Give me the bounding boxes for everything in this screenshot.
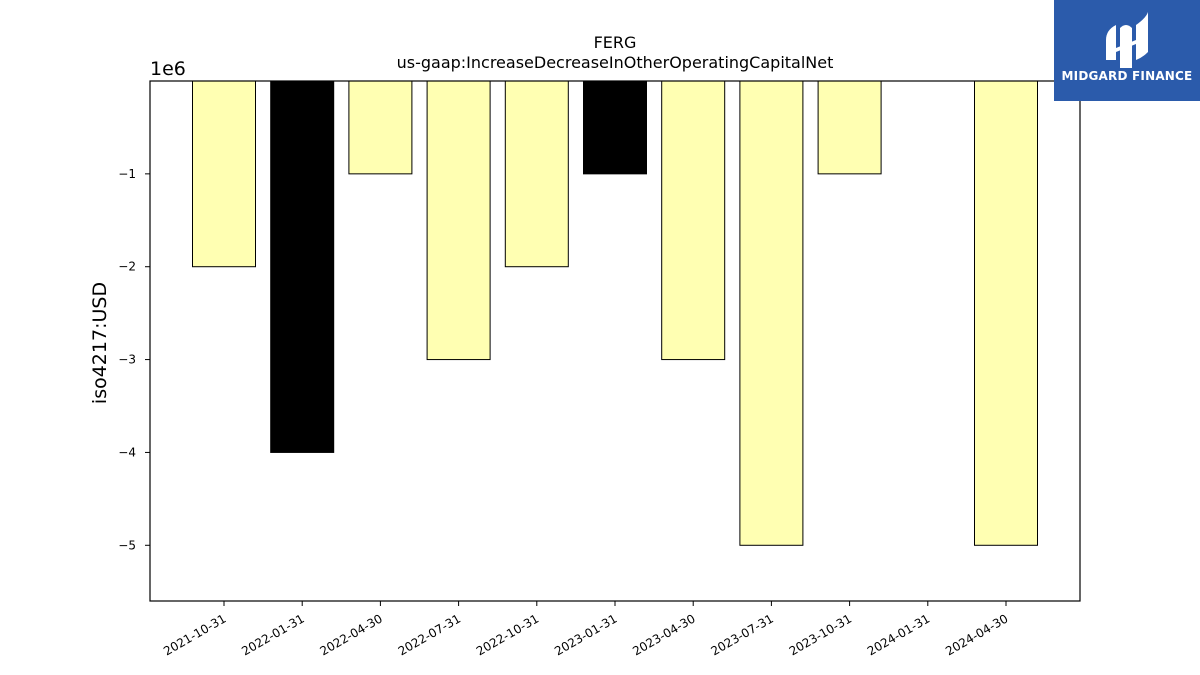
x-tick-label: 2022-04-30 [317, 611, 384, 658]
y-multiplier-label: 1e6 [150, 58, 186, 80]
y-tick-label: −2 [118, 260, 136, 274]
x-tick-label: 2023-10-31 [787, 611, 854, 658]
x-tick-label: 2022-01-31 [239, 611, 306, 658]
bar-2023-04-30 [661, 80, 726, 361]
bar-2023-07-31 [739, 80, 804, 546]
x-tick-label: 2024-04-30 [943, 611, 1010, 658]
bar-2022-04-30 [348, 80, 413, 175]
x-tick-label: 2024-01-31 [865, 611, 932, 658]
bar-2021-10-31 [192, 80, 256, 268]
bar-2023-01-31 [583, 80, 647, 175]
logo-text: MIDGARD FINANCE [1061, 69, 1193, 83]
x-tick-label: 2023-04-30 [630, 611, 697, 658]
x-tick-label: 2022-07-31 [396, 611, 463, 658]
bar-2024-04-30 [974, 80, 1038, 546]
y-tick-label: −4 [118, 445, 136, 459]
bar-2022-01-31 [270, 80, 335, 453]
brand-logo: MIDGARD FINANCE [1054, 0, 1200, 101]
bar-2022-07-31 [426, 80, 491, 361]
x-ticks-group: 2021-10-31 2022-01-31 2022-04-30 2022-07-31… [161, 601, 1011, 658]
chart-title: FERG [594, 33, 637, 52]
logo-mark-icon [1106, 12, 1148, 68]
chart-subtitle: us-gaap:IncreaseDecreaseInOtherOperating… [397, 53, 834, 72]
y-tick-label: −1 [118, 167, 136, 181]
x-tick-label: 2021-10-31 [161, 611, 228, 658]
y-tick-label: −3 [118, 353, 136, 367]
x-tick-label: 2023-07-31 [708, 611, 775, 658]
x-tick-label: 2022-10-31 [474, 611, 541, 658]
bar-2022-10-31 [504, 80, 569, 268]
bar-2023-10-31 [817, 80, 882, 175]
y-tick-label: −5 [118, 538, 136, 552]
y-axis-label: iso4217:USD [89, 282, 111, 404]
bars-group [192, 80, 1038, 546]
y-ticks-group: −1 −2 −3 −4 −5 [118, 167, 150, 552]
x-tick-label: 2023-01-31 [552, 611, 619, 658]
